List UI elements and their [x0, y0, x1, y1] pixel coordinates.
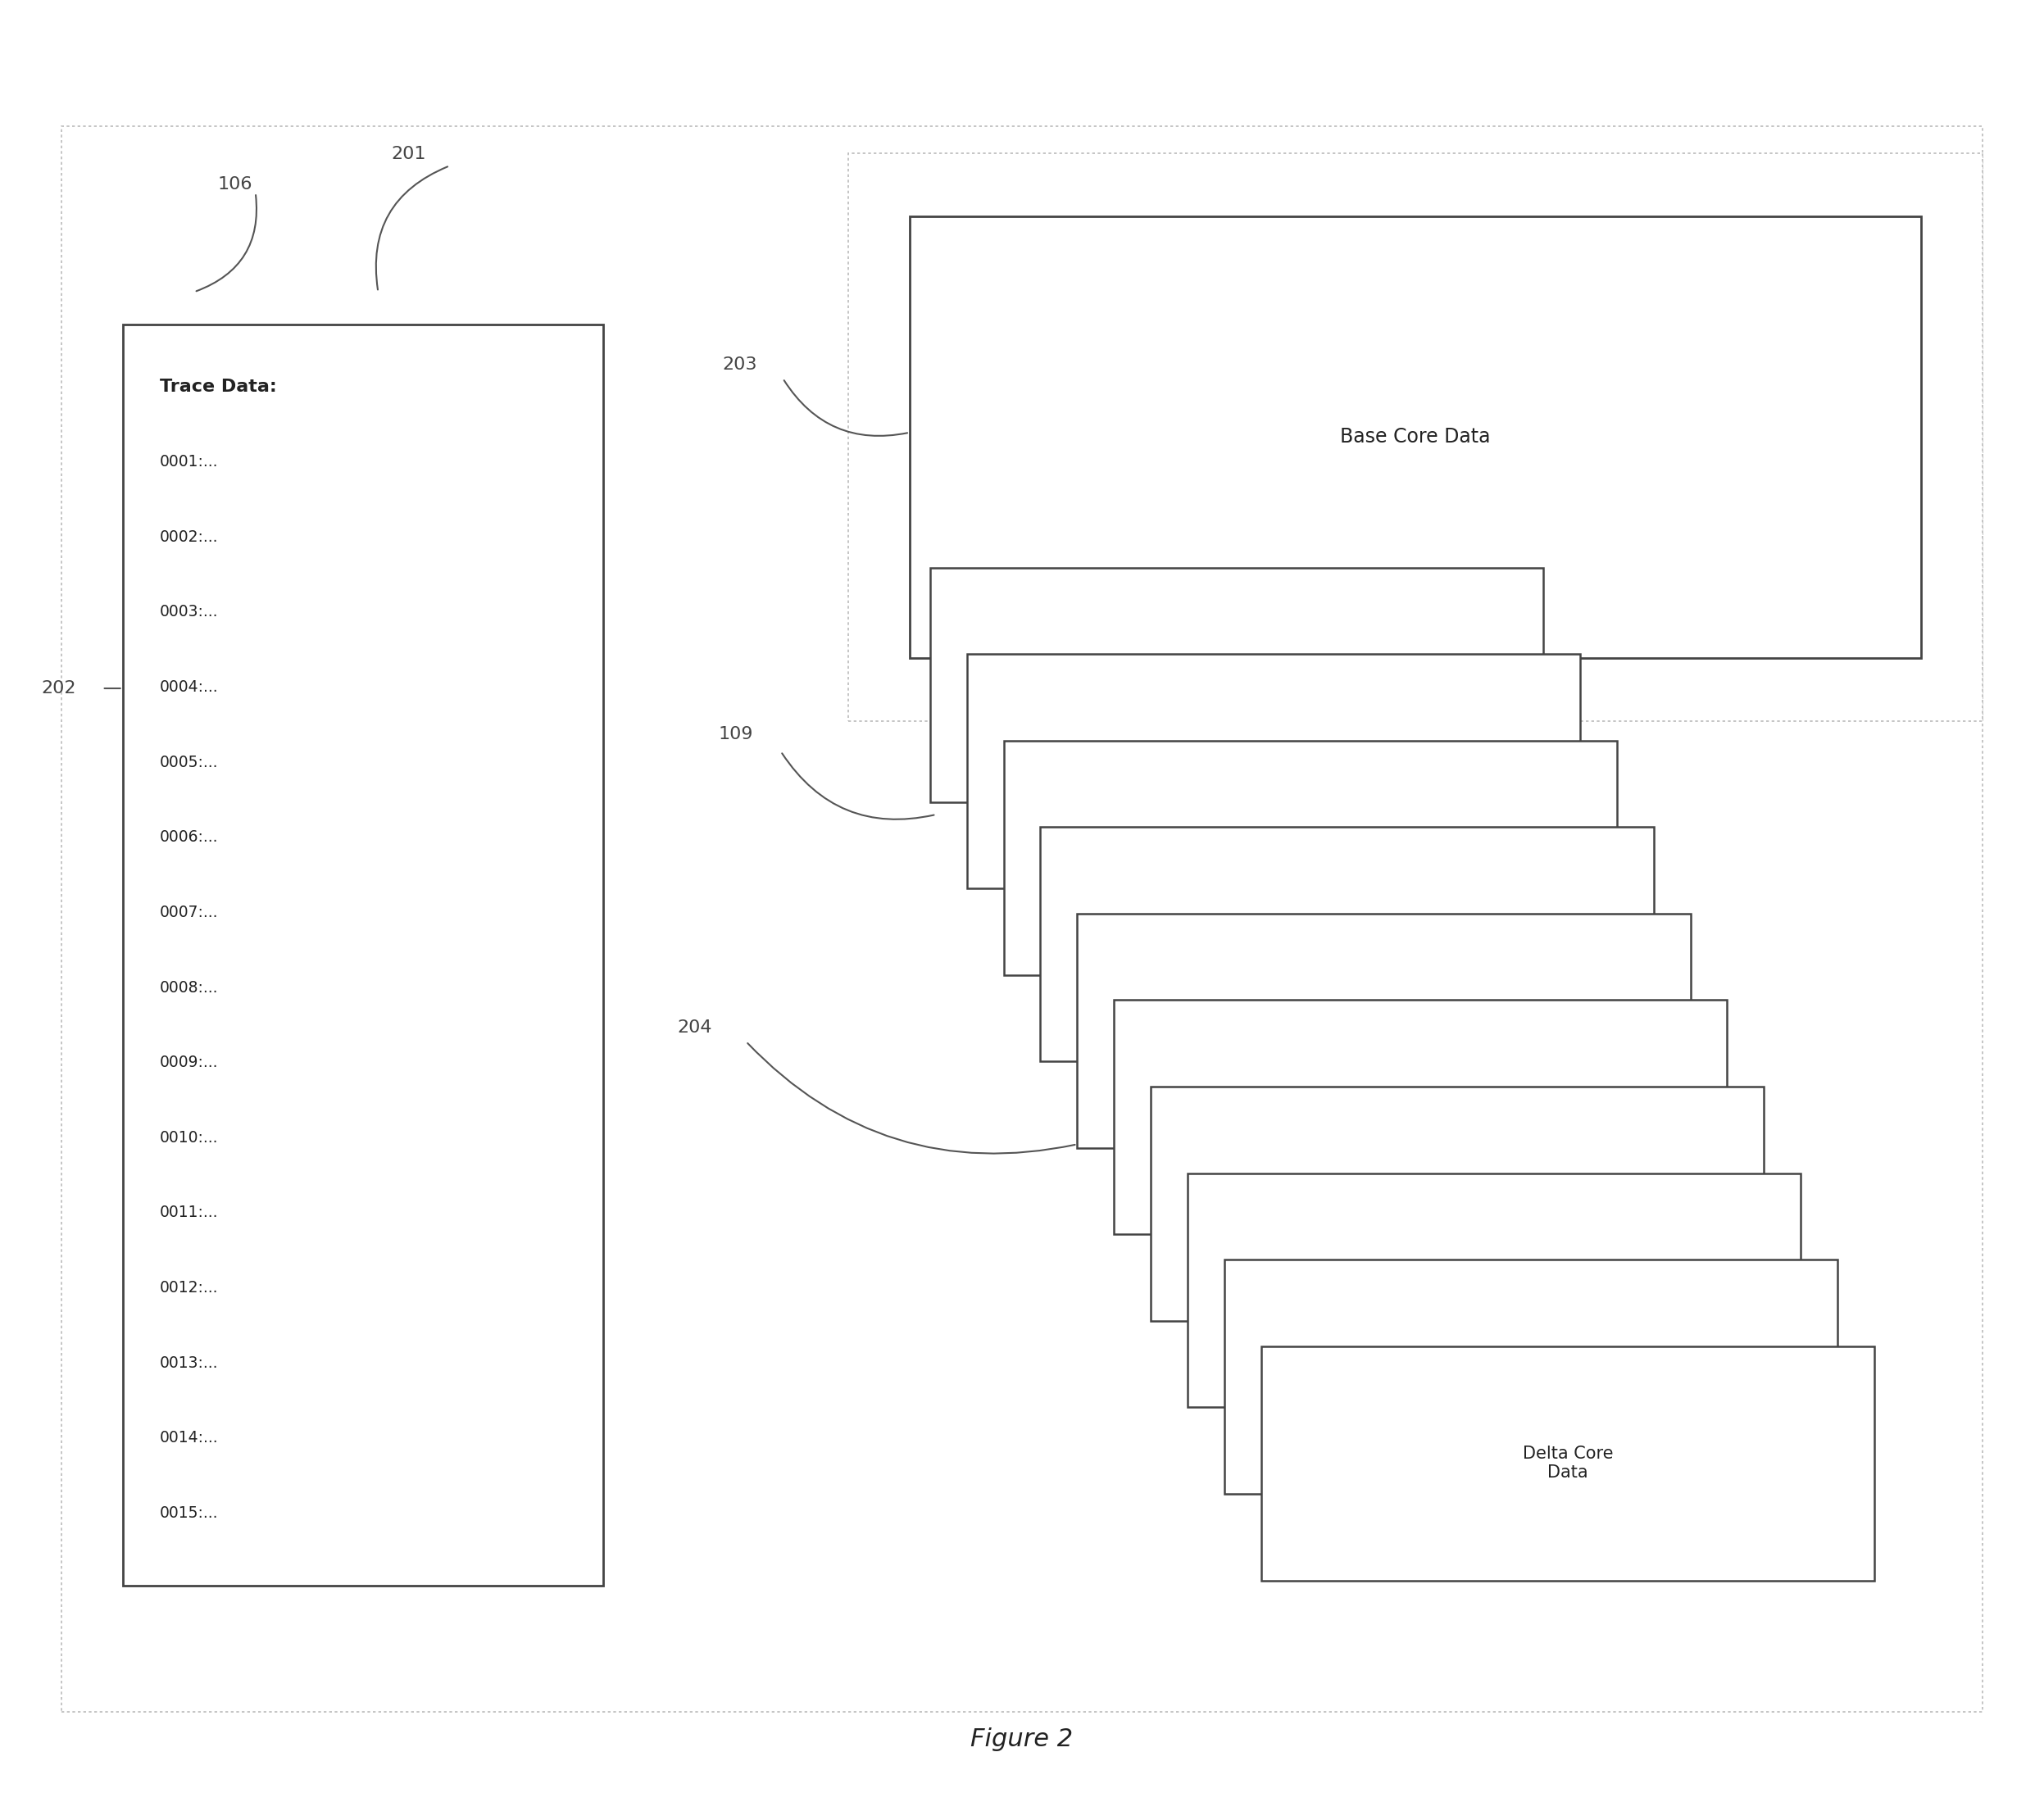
Text: 0008:...: 0008:... [159, 980, 219, 995]
Text: 0007:...: 0007:... [159, 905, 219, 921]
Text: 0011:...: 0011:... [159, 1206, 219, 1220]
Text: 0004:...: 0004:... [159, 679, 219, 696]
Text: 204: 204 [677, 1020, 713, 1036]
Text: Base Core Data: Base Core Data [1341, 427, 1490, 447]
FancyBboxPatch shape [1224, 1260, 1838, 1494]
FancyBboxPatch shape [1261, 1346, 1874, 1580]
Text: 0003:...: 0003:... [159, 604, 219, 620]
Text: 201: 201 [390, 146, 427, 162]
Text: 0001:...: 0001:... [159, 454, 219, 470]
FancyBboxPatch shape [1077, 914, 1690, 1148]
Text: 0012:...: 0012:... [159, 1279, 219, 1296]
Text: 0010:...: 0010:... [159, 1130, 219, 1146]
Text: 0002:...: 0002:... [159, 530, 219, 544]
Text: 0015:...: 0015:... [159, 1505, 219, 1521]
Text: 106: 106 [217, 177, 253, 193]
FancyBboxPatch shape [1004, 741, 1617, 975]
Text: Trace Data:: Trace Data: [159, 378, 276, 395]
FancyBboxPatch shape [1151, 1087, 1764, 1321]
FancyBboxPatch shape [1188, 1173, 1801, 1407]
Text: 203: 203 [722, 357, 758, 373]
Text: Delta Core
Data: Delta Core Data [1523, 1445, 1613, 1481]
Text: 0006:...: 0006:... [159, 829, 219, 845]
Text: 0009:...: 0009:... [159, 1054, 219, 1070]
FancyBboxPatch shape [910, 216, 1921, 658]
Text: 202: 202 [41, 679, 76, 697]
Text: 109: 109 [717, 726, 754, 742]
Text: Figure 2: Figure 2 [971, 1728, 1073, 1752]
FancyBboxPatch shape [1114, 1000, 1727, 1234]
Text: 0013:...: 0013:... [159, 1355, 219, 1371]
FancyBboxPatch shape [930, 568, 1543, 802]
FancyBboxPatch shape [967, 654, 1580, 888]
FancyBboxPatch shape [1040, 827, 1654, 1061]
Text: 0014:...: 0014:... [159, 1431, 219, 1445]
FancyBboxPatch shape [848, 153, 1983, 721]
FancyBboxPatch shape [123, 324, 603, 1586]
Text: 0005:...: 0005:... [159, 755, 219, 769]
